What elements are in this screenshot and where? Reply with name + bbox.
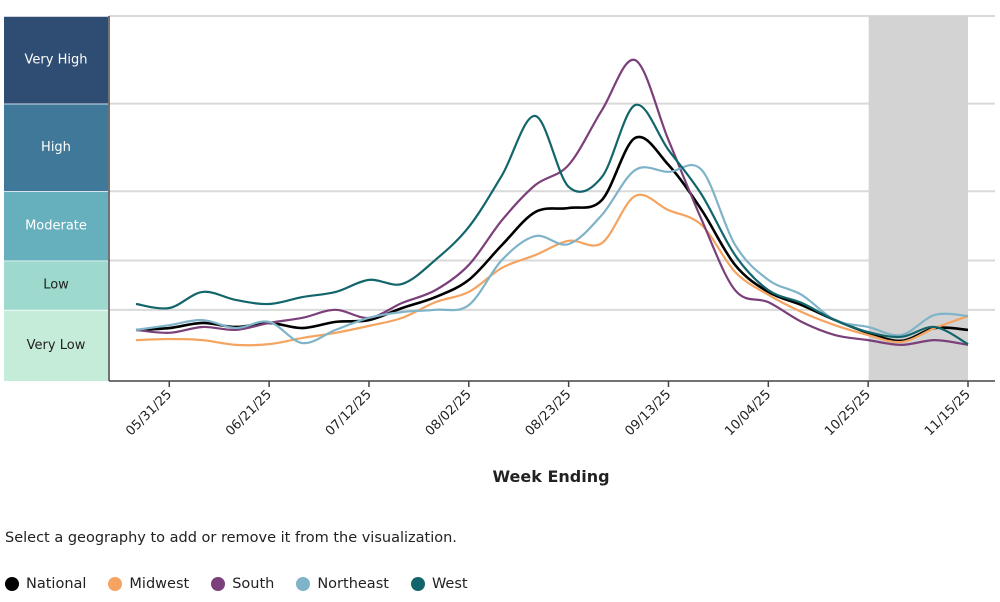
activity-level-chart: Very Low Low Moderate High Very High 05/31/2… — [4, 15, 995, 486]
incomplete-data-shading — [868, 16, 968, 381]
legend-item-west[interactable]: West — [410, 576, 468, 592]
legend-dot-icon — [5, 577, 19, 591]
x-tick-label: 10/04/25 — [722, 387, 774, 439]
x-tick-label: 06/21/25 — [223, 387, 275, 439]
level-band-low — [4, 260, 108, 310]
level-band-very-high — [4, 16, 108, 104]
x-tick-label: 09/13/25 — [622, 387, 674, 439]
legend-item-northeast[interactable]: Northeast — [296, 576, 389, 592]
x-tick-label: 05/31/25 — [123, 387, 175, 439]
x-tick-label: 11/15/25 — [922, 387, 974, 439]
legend: National Midwest South Northeast West — [5, 576, 468, 592]
legend-item-midwest[interactable]: Midwest — [108, 576, 189, 592]
level-label: Very High — [25, 52, 88, 67]
x-axis-title: Week Ending — [492, 467, 609, 486]
legend-item-south[interactable]: South — [211, 576, 274, 592]
legend-item-national[interactable]: National — [5, 576, 86, 592]
instructions-text: Select a geography to add or remove it f… — [5, 530, 457, 546]
series-line-west — [135, 103, 969, 346]
legend-dot-icon — [296, 577, 311, 591]
level-band-moderate — [4, 191, 108, 261]
x-tick-label: 10/25/25 — [822, 387, 874, 439]
level-label: Low — [43, 278, 69, 293]
series-line-midwest — [135, 193, 969, 347]
level-band-high — [4, 103, 108, 192]
legend-dot-icon — [211, 577, 226, 591]
x-tick-label: 08/23/25 — [523, 387, 575, 439]
level-label: Moderate — [25, 218, 87, 233]
legend-label: South — [232, 576, 275, 592]
legend-dot-icon — [410, 577, 425, 591]
level-label: Very Low — [27, 338, 86, 353]
x-tick-label: 07/12/25 — [323, 387, 375, 439]
series-line-south — [135, 58, 969, 346]
legend-label: Northeast — [317, 576, 389, 592]
level-band-very-low — [4, 309, 108, 381]
legend-label: West — [431, 576, 468, 592]
x-tick-label: 08/02/25 — [423, 387, 475, 439]
legend-dot-icon — [108, 577, 123, 591]
legend-label: National — [26, 576, 87, 592]
level-label: High — [41, 140, 71, 155]
legend-label: Midwest — [129, 576, 190, 592]
